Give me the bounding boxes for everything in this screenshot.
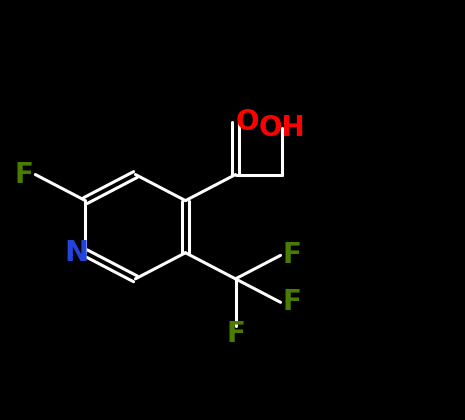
Text: F: F [226, 320, 245, 348]
Text: N: N [64, 239, 88, 267]
Text: F: F [14, 160, 33, 189]
Text: OH: OH [259, 113, 305, 142]
Text: O: O [235, 108, 259, 136]
Text: F: F [283, 241, 301, 269]
Text: F: F [283, 288, 301, 316]
